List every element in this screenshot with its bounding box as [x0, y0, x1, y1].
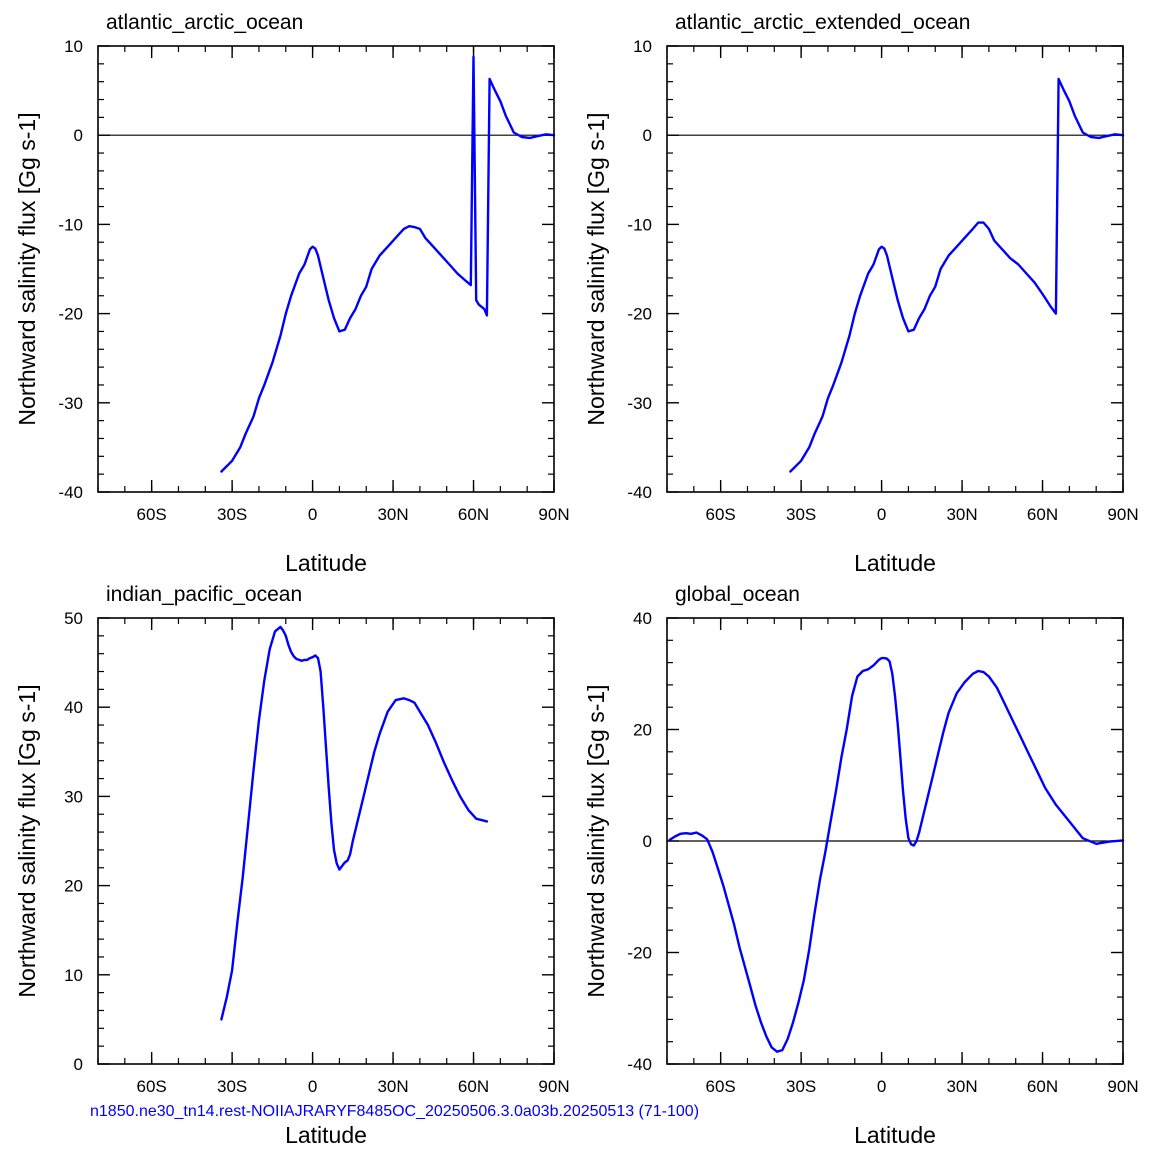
- x-tick-label: 0: [308, 1077, 317, 1096]
- panel-global-ocean: global_ocean 60S 30S 0 30N 60N 90N -40 -20 0 20 40 L…: [583, 583, 1139, 1148]
- plot-frame: [97, 45, 555, 493]
- panel-indian-pacific-ocean: indian_pacific_ocean 60S 30S 0 30N 60N 90N 0 10 2…: [14, 583, 570, 1148]
- y-tick-label: 40: [633, 609, 652, 628]
- x-tick-label: 0: [877, 505, 886, 524]
- x-tick-label: 30N: [377, 505, 408, 524]
- x-axis-label: Latitude: [854, 550, 936, 576]
- y-axis-label: Northward salinity flux [Gg s-1]: [583, 112, 609, 425]
- y-tick-label: -30: [58, 394, 83, 413]
- y-tick-label: 20: [633, 721, 652, 740]
- y-tick-label: 50: [64, 609, 83, 628]
- y-tick-label: 10: [633, 37, 652, 56]
- y-tick-label: 10: [64, 37, 83, 56]
- y-tick-label: -30: [627, 394, 652, 413]
- x-axis-label: Latitude: [285, 550, 367, 576]
- series-line-1: [789, 77, 1125, 473]
- x-tick-label: 90N: [1107, 505, 1138, 524]
- panel-title: atlantic_arctic_ocean: [106, 11, 303, 34]
- panel-atlantic-arctic-extended-ocean: atlantic_arctic_extended_ocean 60S 30S 0 30N…: [583, 11, 1139, 576]
- x-tick-label: 60S: [706, 505, 736, 524]
- x-tick-label: 90N: [1107, 1077, 1138, 1096]
- x-tick-label: 0: [877, 1077, 886, 1096]
- y-tick-label: -10: [627, 215, 652, 234]
- y-tick-label: 0: [74, 1055, 83, 1074]
- panel-title: indian_pacific_ocean: [106, 583, 302, 606]
- x-tick-label: 60N: [458, 505, 489, 524]
- y-tick-label: 0: [74, 126, 83, 145]
- x-tick-label: 30S: [217, 505, 247, 524]
- series-line-1: [220, 55, 556, 473]
- y-tick-label: 0: [643, 832, 652, 851]
- y-axis-label: Northward salinity flux [Gg s-1]: [583, 684, 609, 997]
- x-tick-label: 30S: [786, 505, 816, 524]
- y-tick-label: 40: [64, 698, 83, 717]
- x-tick-label: 0: [308, 505, 317, 524]
- x-tick-label: 60N: [1027, 505, 1058, 524]
- panel-title: atlantic_arctic_extended_ocean: [675, 11, 970, 34]
- y-tick-label: 10: [64, 966, 83, 985]
- x-axis-label: Latitude: [854, 1122, 936, 1148]
- y-tick-label: 20: [64, 877, 83, 896]
- x-tick-label: 30N: [946, 505, 977, 524]
- x-tick-label: 30S: [217, 1077, 247, 1096]
- x-tick-label: 30N: [946, 1077, 977, 1096]
- x-tick-label: 60S: [137, 1077, 167, 1096]
- y-tick-label: 30: [64, 787, 83, 806]
- x-tick-label: 30S: [786, 1077, 816, 1096]
- x-tick-label: 90N: [538, 505, 569, 524]
- y-tick-label: -40: [58, 483, 83, 502]
- x-tick-label: 60N: [458, 1077, 489, 1096]
- y-axis-label: Northward salinity flux [Gg s-1]: [14, 684, 40, 997]
- x-tick-label: 90N: [538, 1077, 569, 1096]
- y-tick-label: -20: [627, 305, 652, 324]
- x-axis-label: Latitude: [285, 1122, 367, 1148]
- panel-title: global_ocean: [675, 583, 800, 606]
- y-tick-label: -10: [58, 215, 83, 234]
- x-tick-label: 60S: [706, 1077, 736, 1096]
- y-tick-label: -40: [627, 483, 652, 502]
- y-tick-label: -20: [627, 944, 652, 963]
- run-footnote: n1850.ne30_tn14.rest-NOIIAJRARYF8485OC_2…: [90, 1103, 700, 1120]
- x-tick-label: 60N: [1027, 1077, 1058, 1096]
- x-tick-label: 60S: [137, 505, 167, 524]
- x-tick-label: 30N: [377, 1077, 408, 1096]
- panel-atlantic-arctic-ocean: atlantic_arctic_ocean 60S 30S 0 30N 60N 90N -40…: [14, 11, 570, 576]
- plot-frame: [666, 617, 1124, 1065]
- y-tick-label: -20: [58, 305, 83, 324]
- plot-frame: [97, 617, 555, 1065]
- y-tick-label: -40: [627, 1055, 652, 1074]
- plot-frame: [666, 45, 1124, 493]
- y-axis-label: Northward salinity flux [Gg s-1]: [14, 112, 40, 425]
- series-line-1: [668, 656, 1125, 1053]
- series-line-1: [220, 625, 489, 1021]
- y-tick-label: 0: [643, 126, 652, 145]
